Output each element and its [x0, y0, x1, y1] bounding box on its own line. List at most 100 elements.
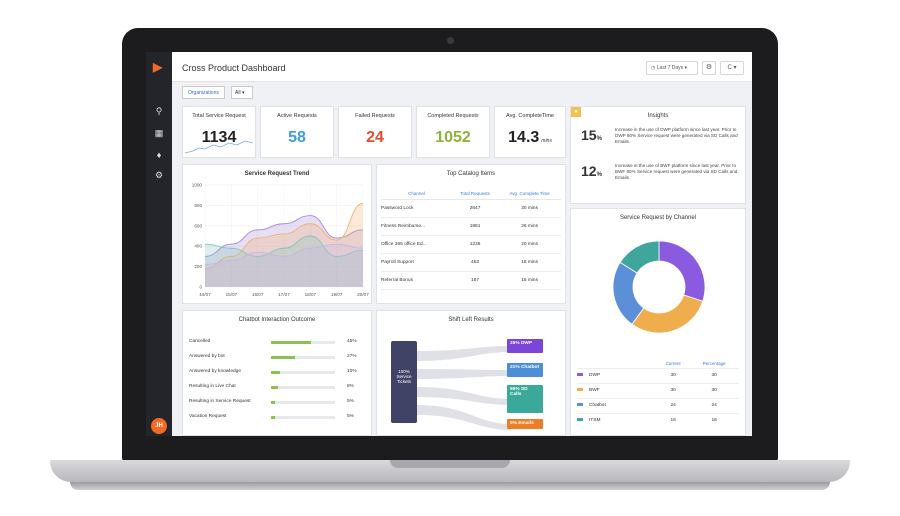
laptop-base	[50, 460, 850, 482]
kpi-label: Completed Requests	[427, 113, 479, 119]
insight-text: Increase in the use of DWP platform sinc…	[615, 127, 738, 144]
time-range-value: Last 7 Days	[656, 65, 684, 71]
x-tick-label: 16/07	[252, 292, 264, 297]
catalog-cell: Payroll Support	[381, 253, 452, 272]
x-tick-label: 14/07	[199, 292, 211, 297]
table-row[interactable]: Password Lock 2647 30 mins	[381, 199, 561, 218]
gear-icon[interactable]: ⚙	[154, 170, 164, 180]
trend-series-line[interactable]	[204, 243, 364, 266]
refresh-button[interactable]: C ▾	[720, 61, 744, 75]
catalog-cell: Password Lock	[381, 199, 452, 218]
kpi-value: 24	[366, 129, 384, 146]
kpi-total-service-request[interactable]: Total Service Request 1134	[182, 106, 256, 158]
trend-series-line[interactable]	[204, 235, 364, 257]
insights-card: ● Insights 15% Increase in the use of DW…	[570, 106, 746, 204]
apps-grid-icon[interactable]: ▦	[154, 128, 164, 138]
kpi-completed-requests[interactable]: Completed Requests 1052	[416, 106, 490, 158]
catalog-cell: 453	[451, 253, 499, 272]
trend-series-line[interactable]	[204, 215, 364, 257]
chatbot-title: Chatbot Interaction Outcome	[238, 317, 316, 323]
chatbot-bar-track	[271, 386, 335, 389]
catalog-cell: 2647	[451, 199, 499, 218]
channel-header-name	[577, 359, 657, 368]
chatbot-row[interactable]: Vacation Request 5%	[189, 412, 369, 422]
chatbot-bar-fill	[271, 416, 276, 419]
channel-card: Service Request by Channel Current Perce…	[570, 208, 746, 436]
flow-target[interactable]: 25% DWP	[507, 339, 543, 353]
kpi-failed-requests[interactable]: Failed Requests 24	[338, 106, 412, 158]
channel-current: 24	[657, 397, 690, 413]
table-row[interactable]: Chatbot 24 24	[577, 397, 739, 413]
avatar[interactable]: JH	[151, 418, 167, 434]
chatbot-row[interactable]: Resulting in Service Request 5%	[189, 397, 369, 407]
table-row[interactable]: Referral Bonus 187 15 mins	[381, 271, 561, 290]
kpi-number: 14.3	[508, 129, 540, 146]
chatbot-row[interactable]: Resulting in Live Chat 8%	[189, 382, 369, 392]
catalog-header-time: Avg. Complete Time	[498, 189, 561, 200]
insights-title: Insights	[647, 113, 669, 119]
donut-slice-bwf[interactable]	[631, 294, 704, 334]
donut-slice-chatbot[interactable]	[612, 261, 645, 325]
legend-swatch	[577, 418, 583, 422]
flow-target[interactable]: 55% SD Calls	[507, 385, 543, 413]
chatbot-row[interactable]: Answered by knowledge 10%	[189, 367, 369, 377]
trend-series-line[interactable]	[204, 202, 364, 270]
time-range-select[interactable]: ◷ Last 7 Days ▾	[646, 61, 698, 75]
organizations-tab[interactable]: Organizations	[182, 86, 225, 99]
chatbot-row-label: Cancelled	[189, 339, 211, 344]
search-icon[interactable]: ⚲	[155, 106, 163, 116]
kpi-label: Active Requests	[277, 113, 317, 119]
channel-header-current: Current	[665, 360, 681, 366]
chatbot-bar-fill	[271, 341, 311, 344]
table-row[interactable]: ITSM 16 16	[577, 412, 739, 428]
y-tick-label: 400	[194, 244, 202, 249]
trend-title: Service Request Trend	[244, 171, 310, 177]
x-tick-label: 15/07	[226, 292, 238, 297]
flow-band	[417, 405, 511, 430]
shift-left-card: Shift Left Results 100% Service Tickets …	[376, 310, 566, 436]
organization-select-value: All	[235, 90, 241, 96]
table-row[interactable]: Payroll Support 453 18 mins	[381, 253, 561, 272]
insight-item: 15% Increase in the use of DWP platform …	[581, 127, 741, 157]
kpi-label: Total Service Request	[192, 113, 246, 119]
settings-button[interactable]: ⚙	[702, 61, 716, 75]
insight-number: 12	[581, 163, 597, 179]
flow-target[interactable]: 21% Chatbot	[507, 363, 543, 377]
chatbot-bar-track	[271, 341, 335, 344]
trend-card: Service Request Trend 1000 800 600 400 200 0 1…	[182, 164, 372, 304]
catalog-table: Channel Total Requests Avg. Complete Tim…	[381, 189, 561, 290]
chatbot-row-label: Answered by knowledge	[189, 369, 241, 374]
table-row[interactable]: DWP 30 30	[577, 367, 739, 383]
brand-logo-icon[interactable]: ▶	[153, 60, 163, 74]
y-tick-label: 600	[194, 223, 202, 228]
chatbot-bar-fill	[271, 371, 280, 374]
x-tick-label: 18/07	[305, 292, 317, 297]
chatbot-row[interactable]: Cancelled 45%	[189, 337, 369, 347]
donut-slice-itsm[interactable]	[619, 240, 660, 274]
trend-series-area[interactable]	[205, 244, 363, 287]
flow-target[interactable]: 9% Emails	[507, 419, 543, 429]
y-tick-label: 200	[194, 264, 202, 269]
table-row[interactable]: Fitness Reimburse... 1881 26 mins	[381, 217, 561, 236]
trend-series-area[interactable]	[205, 236, 363, 287]
flow-source-label: Service Tickets	[396, 374, 412, 384]
trend-series-area[interactable]	[205, 215, 363, 287]
donut-slice-dwp[interactable]	[658, 240, 706, 302]
flow-target-label: SD Calls	[510, 387, 528, 397]
organization-select[interactable]: All ▾	[231, 86, 253, 99]
table-row[interactable]: BWF 30 30	[577, 382, 739, 398]
chatbot-row-pct: 5%	[347, 399, 354, 404]
chatbot-row-pct: 45%	[347, 339, 357, 344]
channel-name-cell: Chatbot	[577, 397, 657, 413]
chatbot-row[interactable]: Answered by bot 27%	[189, 352, 369, 362]
trend-series-area[interactable]	[205, 203, 363, 287]
table-row[interactable]: Office 365 office Ed... 1236 20 mins	[381, 235, 561, 254]
channel-current: 16	[657, 412, 690, 428]
channel-percentage: 24	[689, 397, 739, 413]
kpi-avg-complete-time[interactable]: Avg. CompleteTime 14.3 mins	[494, 106, 566, 158]
catalog-title: Top Catalog Items	[446, 171, 496, 177]
channel-percentage: 16	[689, 412, 739, 428]
bell-icon[interactable]: ♦	[156, 150, 162, 160]
kpi-active-requests[interactable]: Active Requests 58	[260, 106, 334, 158]
chatbot-bar-track	[271, 356, 335, 359]
